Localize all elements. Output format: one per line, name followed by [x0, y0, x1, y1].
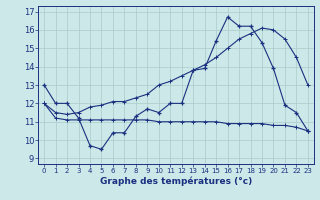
X-axis label: Graphe des températures (°c): Graphe des températures (°c) — [100, 177, 252, 186]
